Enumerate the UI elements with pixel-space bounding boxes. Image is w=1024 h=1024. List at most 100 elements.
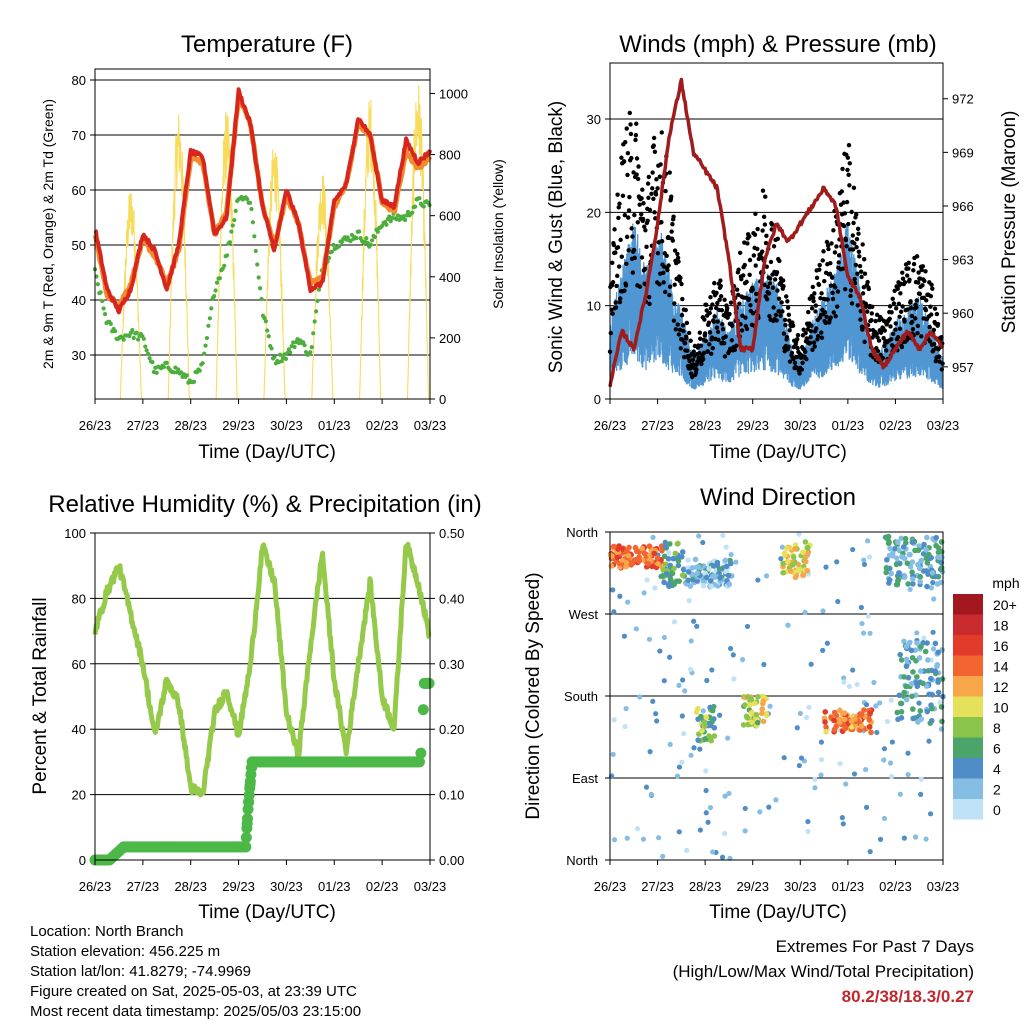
direction-point <box>917 668 924 674</box>
humidity-y-tick-label: 80 <box>72 591 86 606</box>
direction-point <box>675 558 682 564</box>
speed-legend-label: 18 <box>993 618 1009 634</box>
direction-point <box>920 550 927 557</box>
gust-point <box>795 345 800 351</box>
direction-point <box>905 750 911 756</box>
direction-point <box>930 629 936 635</box>
wind-direction-y-tick-label: South <box>564 689 598 704</box>
gust-point <box>887 316 892 321</box>
direction-point <box>924 583 930 590</box>
gust-point <box>906 260 911 266</box>
station-elevation: Station elevation: 456.225 m <box>30 943 221 960</box>
direction-point <box>909 654 916 661</box>
figure-created: Figure created on Sat, 2025-05-03, at 23… <box>30 983 357 1000</box>
gust-point <box>671 214 676 219</box>
dewpoint-point <box>147 356 152 361</box>
direction-point <box>901 835 907 841</box>
direction-point <box>798 755 805 761</box>
gust-point <box>633 137 638 143</box>
direction-point <box>846 683 852 690</box>
direction-point <box>900 544 907 550</box>
gust-point <box>908 299 913 304</box>
gust-point <box>657 174 663 179</box>
gust-point <box>664 253 669 258</box>
dewpoint-point <box>249 206 254 212</box>
gust-point <box>927 324 932 330</box>
direction-point <box>706 565 712 572</box>
gust-point <box>777 258 782 264</box>
direction-point <box>805 549 812 555</box>
direction-point <box>924 534 930 541</box>
gust-point <box>763 240 769 246</box>
precip-point <box>423 677 435 689</box>
gust-point <box>608 330 613 336</box>
direction-point <box>914 630 920 636</box>
gust-point <box>781 331 787 336</box>
direction-point <box>702 722 708 729</box>
direction-point <box>716 712 723 718</box>
gust-point <box>808 328 814 334</box>
gust-point <box>667 170 672 175</box>
gust-point <box>841 200 846 205</box>
direction-point <box>916 655 923 661</box>
humidity-x-tick-label: 27/23 <box>127 879 160 894</box>
gust-point <box>882 328 887 333</box>
dewpoint-point <box>369 238 375 243</box>
gust-point <box>812 291 817 296</box>
dewpoint-point <box>121 337 126 342</box>
gust-point <box>850 247 856 252</box>
gust-point <box>688 366 693 371</box>
gust-point <box>897 326 903 331</box>
gust-point <box>914 298 919 303</box>
gust-point <box>680 323 686 328</box>
gust-point <box>855 303 860 308</box>
direction-point <box>831 709 838 716</box>
solar-y-tick-label: 200 <box>439 331 461 346</box>
dewpoint-point <box>266 334 271 339</box>
dewpoint-point <box>184 373 189 378</box>
humidity-y-tick-label: 60 <box>72 657 86 672</box>
wind-direction-x-tick-label: 29/23 <box>736 879 769 894</box>
gust-point <box>750 287 755 292</box>
gust-point <box>616 205 621 210</box>
dewpoint-point <box>265 328 270 333</box>
direction-point <box>646 636 653 642</box>
latest-data-timestamp: Most recent data timestamp: 2025/05/03 2… <box>30 1003 362 1020</box>
solar-y-tick-label: 600 <box>439 209 461 224</box>
direction-point <box>633 626 639 632</box>
gust-point <box>613 250 618 255</box>
gust-point <box>613 300 618 305</box>
gust-point <box>841 223 847 229</box>
direction-point <box>680 566 687 573</box>
speed-legend-label: 6 <box>993 741 1001 757</box>
gust-point <box>836 253 842 258</box>
gust-point <box>781 283 786 289</box>
pressure-y-tick-label: 960 <box>952 306 974 321</box>
gust-point <box>803 349 808 354</box>
direction-point <box>704 677 710 684</box>
direction-point <box>898 715 905 721</box>
dewpoint-point <box>283 356 289 361</box>
direction-point <box>905 581 911 587</box>
direction-point <box>903 643 910 650</box>
gust-point <box>824 239 830 245</box>
gust-point <box>742 262 747 268</box>
direction-point <box>895 539 901 546</box>
gust-point <box>860 291 866 296</box>
extremes-box: Extremes For Past 7 Days (High/Low/Max W… <box>673 934 974 1009</box>
dewpoint-point <box>272 354 277 360</box>
direction-point <box>935 677 942 683</box>
gust-point <box>688 338 693 343</box>
direction-point <box>887 760 894 766</box>
dewpoint-point <box>410 210 415 215</box>
gust-point <box>675 255 681 260</box>
direction-point <box>703 714 709 721</box>
dewpoint-point <box>154 370 159 375</box>
gust-point <box>822 310 828 315</box>
direction-point <box>621 633 627 639</box>
gust-point <box>752 232 758 237</box>
gust-point <box>812 344 817 349</box>
direction-point <box>884 718 890 725</box>
dewpoint-point <box>214 280 220 285</box>
gust-point <box>682 340 688 346</box>
